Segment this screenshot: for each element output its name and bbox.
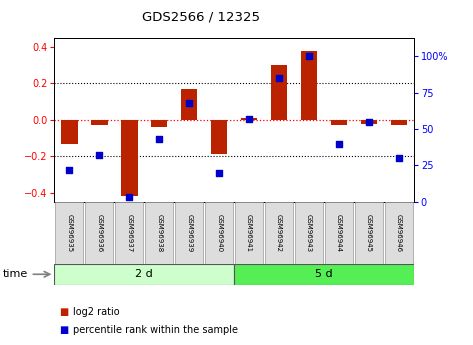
Text: log2 ratio: log2 ratio [73, 307, 120, 317]
Bar [145, 202, 173, 264]
Bar [55, 202, 83, 264]
Bar [54, 264, 234, 285]
Bar [361, 120, 377, 124]
Bar [151, 120, 167, 127]
Bar [265, 202, 293, 264]
Text: 5 d: 5 d [315, 269, 333, 279]
Text: GSM96944: GSM96944 [336, 214, 342, 252]
Point [245, 116, 253, 121]
Text: GSM96945: GSM96945 [366, 214, 372, 252]
Text: GSM96941: GSM96941 [246, 214, 252, 252]
Point [275, 75, 283, 81]
Bar [175, 202, 203, 264]
Text: GDS2566 / 12325: GDS2566 / 12325 [142, 10, 260, 23]
Bar [331, 120, 347, 125]
Bar [211, 120, 228, 155]
Text: GSM96946: GSM96946 [396, 214, 402, 252]
Point [66, 167, 73, 172]
Bar [391, 120, 407, 125]
Bar [385, 202, 413, 264]
Text: time: time [2, 269, 27, 279]
Bar [234, 264, 414, 285]
Point [185, 100, 193, 106]
Bar [85, 202, 114, 264]
Bar [121, 120, 138, 196]
Point [125, 195, 133, 200]
Text: ■: ■ [59, 307, 69, 317]
Bar [301, 51, 317, 120]
Text: percentile rank within the sample: percentile rank within the sample [73, 325, 238, 335]
Text: GSM96943: GSM96943 [306, 214, 312, 252]
Text: GSM96942: GSM96942 [276, 214, 282, 252]
Bar [271, 65, 287, 120]
Text: ■: ■ [59, 325, 69, 335]
Point [365, 119, 373, 125]
Bar [61, 120, 78, 144]
Bar [205, 202, 233, 264]
Text: GSM96936: GSM96936 [96, 214, 102, 252]
Bar [91, 120, 107, 125]
Bar [325, 202, 353, 264]
Text: GSM96935: GSM96935 [66, 214, 72, 252]
Bar [241, 118, 257, 120]
Point [305, 53, 313, 59]
Point [335, 141, 343, 146]
Text: 2 d: 2 d [135, 269, 153, 279]
Point [156, 136, 163, 142]
Bar [355, 202, 383, 264]
Point [96, 152, 103, 158]
Point [215, 170, 223, 176]
Text: GSM96937: GSM96937 [126, 214, 132, 252]
Bar [181, 89, 197, 120]
Text: GSM96938: GSM96938 [156, 214, 162, 252]
Bar [115, 202, 143, 264]
Text: GSM96939: GSM96939 [186, 214, 192, 252]
Point [395, 155, 403, 161]
Bar [295, 202, 323, 264]
Bar [235, 202, 263, 264]
Text: GSM96940: GSM96940 [216, 214, 222, 252]
